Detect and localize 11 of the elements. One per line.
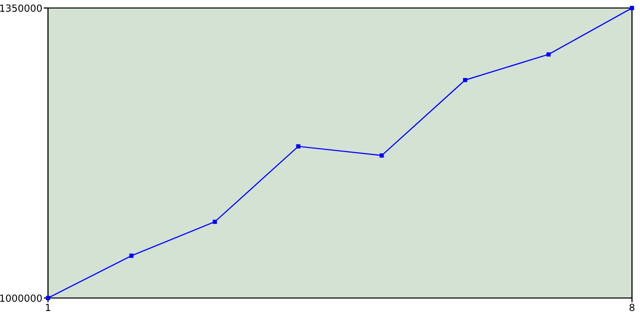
x-tick-label: 1 [46,304,50,311]
point [296,144,300,148]
x-tick-label: 8 [630,304,634,312]
point [630,6,634,10]
point [380,153,384,158]
y-tick-label: 1000000 [0,294,42,302]
point [212,220,217,224]
y-tick-label: 1350000 [0,4,42,12]
point [129,254,134,258]
point [463,78,468,82]
point [546,52,551,56]
